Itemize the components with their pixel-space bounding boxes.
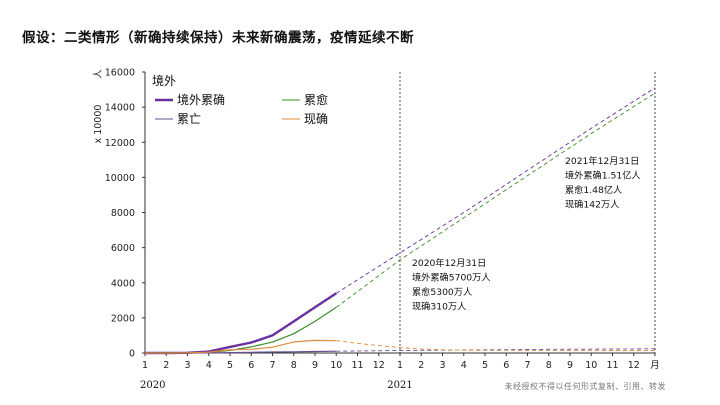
x-tick-label: 6 [503, 360, 509, 371]
series-line-projected [336, 348, 656, 352]
x-tick-label: 8 [291, 360, 297, 371]
marker-annotation: 2020年12月31日 [412, 257, 486, 269]
x-tick-label: 4 [206, 360, 212, 371]
marker-annotation: 境外累确5700万人 [412, 272, 491, 284]
marker-annotation: 现确142万人 [565, 199, 619, 211]
y-unit-multiplier: x 10000 [93, 105, 104, 144]
y-tick-label: 0 [129, 349, 135, 360]
y-tick-label: 16000 [105, 68, 135, 79]
marker-annotation: 累愈1.48亿人 [565, 184, 622, 196]
x-tick-label: 4 [461, 360, 467, 371]
x-tick-label: 2 [418, 360, 424, 371]
chart-axes: 0 2000 4000 6000 8000 10000 12000 14000 16000 x 1… [93, 68, 660, 392]
x-tick-label: 1 [142, 360, 148, 371]
series-line-actual [145, 339, 337, 354]
y-tick-label: 6000 [111, 243, 135, 254]
series-line-actual [145, 306, 337, 354]
slide-title: 假设：二类情形（新确持续保持）未来新确震荡，疫情延续不断 [22, 30, 414, 46]
series-line-projected [336, 340, 655, 351]
series-line-projected [336, 87, 656, 294]
x-tick-label: 11 [606, 360, 618, 371]
x-tick-label: 12 [373, 360, 385, 371]
legend-label: 累亡 [177, 112, 201, 126]
y-tick-label: 12000 [105, 138, 135, 149]
marker-annotation: 累愈5300万人 [412, 286, 472, 298]
x-tick-label: 1 [397, 360, 403, 371]
x-tick-label: 8 [546, 360, 552, 371]
legend-label: 累愈 [304, 92, 328, 107]
legend-label: 境外累确 [177, 92, 225, 107]
x-tick-label: 11 [351, 360, 363, 371]
chart-series [145, 87, 656, 355]
x-tick-label: 3 [439, 360, 445, 371]
y-tick-label: 14000 [105, 103, 135, 114]
legend-label: 现确 [304, 112, 328, 126]
marker-annotation: 现确310万人 [412, 301, 466, 313]
y-tick-label: 8000 [111, 208, 135, 219]
x-tick-label: 12 [628, 360, 640, 371]
marker-annotation: 2021年12月31日 [565, 155, 639, 167]
year-label: 2021 [387, 380, 412, 391]
y-unit: 人 [93, 69, 104, 79]
x-tick-label: 5 [482, 360, 488, 371]
marker-annotation: 境外累确1.51亿人 [565, 170, 641, 182]
x-tick-label: 10 [585, 360, 597, 371]
x-tick-label: 3 [184, 360, 190, 371]
x-tick-label: 月 [650, 360, 660, 371]
x-tick-label: 9 [312, 360, 318, 371]
year-label: 2020 [140, 380, 165, 391]
x-tick-label: 9 [567, 360, 573, 371]
y-tick-label: 2000 [111, 313, 135, 324]
x-tick-label: 7 [524, 360, 530, 371]
x-tick-label: 7 [269, 360, 275, 371]
series-line-actual [145, 292, 337, 355]
footer-notice: 未经授权不得以任何形式复制、引用、转发 [505, 381, 667, 391]
series-line-projected [336, 92, 656, 308]
x-tick-label: 10 [330, 360, 342, 371]
y-tick-label: 4000 [111, 278, 135, 289]
x-tick-label: 5 [227, 360, 233, 371]
y-tick-label: 10000 [105, 173, 135, 184]
chart-title: 境外 [152, 73, 176, 88]
x-tick-label: 6 [248, 360, 254, 371]
x-tick-label: 2 [163, 360, 169, 371]
